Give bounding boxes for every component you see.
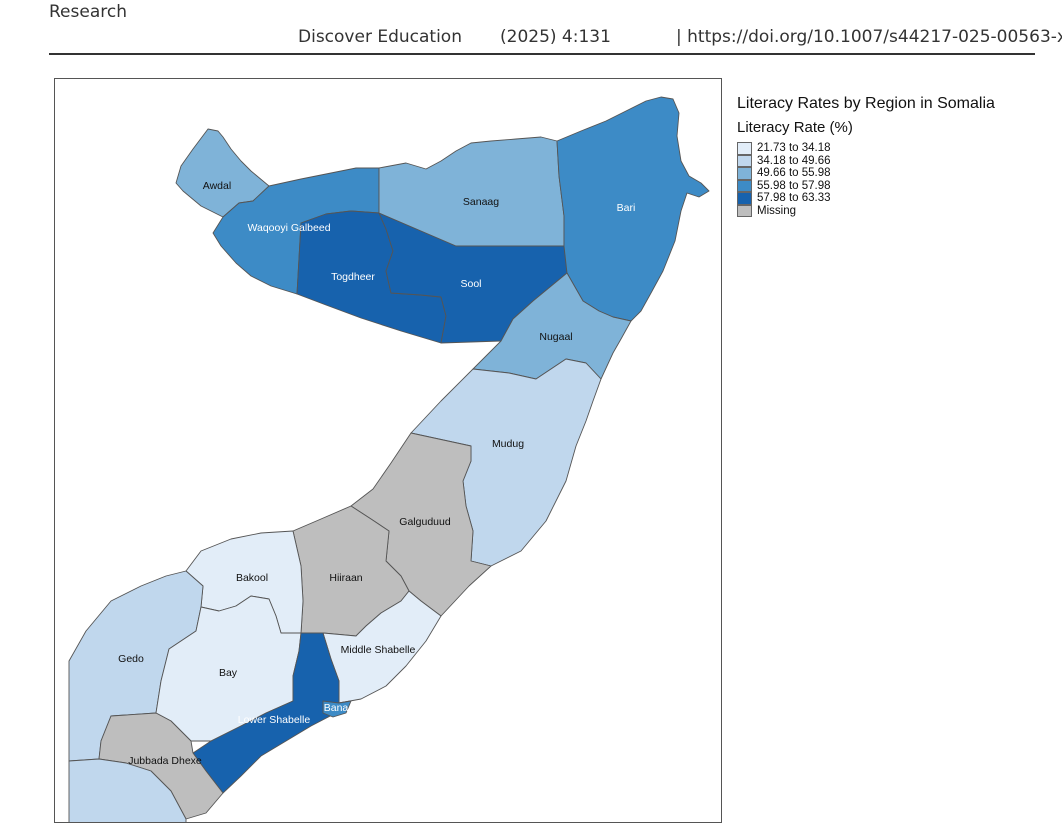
legend-swatch (737, 204, 752, 217)
label-togdheer: Togdheer (331, 271, 375, 283)
label-middle-shabelle: Middle Shabelle (341, 644, 416, 656)
legend-label: 34.18 to 49.66 (757, 154, 831, 167)
doi-link[interactable]: | https://doi.org/10.1007/s44217-025-005… (676, 27, 1062, 47)
label-jubbada-dhexe: Jubbada Dhexe (128, 755, 202, 767)
legend-item: 57.98 to 63.33 (737, 192, 995, 205)
label-bari: Bari (617, 202, 636, 214)
legend-swatch (737, 192, 752, 205)
legend-label: 57.98 to 63.33 (757, 192, 831, 205)
label-sanaag: Sanaag (463, 196, 499, 208)
legend-label: 21.73 to 34.18 (757, 142, 831, 155)
legend-items: 21.73 to 34.18 34.18 to 49.66 49.66 to 5… (737, 142, 995, 217)
legend-item: 34.18 to 49.66 (737, 154, 995, 167)
label-gedo: Gedo (118, 653, 144, 665)
year-issue: (2025) 4:131 (500, 27, 611, 47)
legend-item: 21.73 to 34.18 (737, 142, 995, 155)
label-bakool: Bakool (236, 572, 268, 584)
legend-subtitle: Literacy Rate (%) (737, 119, 853, 136)
region-lower-shabelle[interactable] (192, 632, 352, 794)
legend-item: 55.98 to 57.98 (737, 179, 995, 192)
label-galguduud: Galguduud (399, 516, 451, 528)
header-rule (49, 53, 1035, 55)
label-banaadir: Bana (324, 702, 349, 714)
legend-label: 49.66 to 55.98 (757, 167, 831, 180)
label-waqooyi-galbeed: Waqooyi Galbeed (247, 222, 330, 234)
legend-title: Literacy Rates by Region in Somalia (737, 95, 995, 112)
label-bay: Bay (219, 667, 238, 679)
map-frame: Awdal Waqooyi Galbeed Togdheer Sool Sana… (54, 78, 722, 823)
region-banaadir[interactable] (322, 700, 352, 718)
legend-item: Missing (737, 204, 995, 217)
label-mudug: Mudug (492, 438, 524, 450)
label-awdal: Awdal (203, 180, 231, 192)
legend-swatch (737, 154, 752, 167)
somalia-choropleth-map: Awdal Waqooyi Galbeed Togdheer Sool Sana… (68, 96, 710, 822)
journal-name: Discover Education (298, 27, 462, 47)
label-hiiraan: Hiiraan (329, 572, 362, 584)
region-sanaag[interactable] (378, 136, 565, 247)
legend-item: 49.66 to 55.98 (737, 167, 995, 180)
label-lower-shabelle: Lower Shabelle (238, 714, 311, 726)
section-label: Research (49, 2, 127, 22)
label-nugaal: Nugaal (539, 331, 572, 343)
region-jubbada-hoose[interactable] (68, 758, 187, 822)
map-legend: Literacy Rates by Region in Somalia Lite… (737, 95, 995, 217)
legend-swatch (737, 167, 752, 180)
legend-swatch (737, 179, 752, 192)
legend-swatch (737, 142, 752, 155)
legend-label: Missing (757, 204, 796, 217)
label-sool: Sool (460, 278, 481, 290)
legend-label: 55.98 to 57.98 (757, 179, 831, 192)
region-labels: Awdal Waqooyi Galbeed Togdheer Sool Sana… (118, 180, 635, 767)
